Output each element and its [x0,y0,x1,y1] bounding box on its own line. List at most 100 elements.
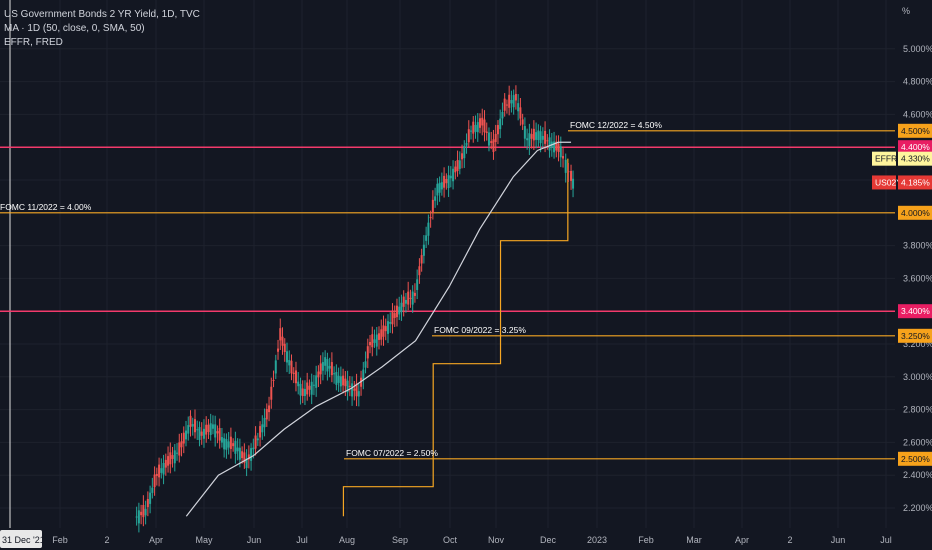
candle-body [270,386,273,400]
candle-body [382,325,385,337]
candle-body [559,146,562,158]
x-tick-label: Feb [638,535,654,545]
x-tick-label: Oct [443,535,458,545]
price-label: 4.400% [901,142,930,152]
price-label-box [898,205,932,220]
candle-body [407,291,410,305]
candle-body [362,369,365,381]
candle-body [357,391,360,397]
candle-body [178,442,181,456]
y-tick-label: 5.000% [903,44,932,54]
candle-body [268,405,271,413]
fomc-annotation: FOMC 07/2022 = 2.50% [346,448,438,458]
candle-body [494,133,497,143]
candle-body [373,339,376,343]
candle-body [449,175,452,179]
price-tag-value-box [898,175,932,190]
candle-body [470,130,473,132]
candle-body [285,351,288,363]
x-tick-label: Jun [831,535,846,545]
candle-body [400,302,403,313]
candle-body [465,142,468,146]
candle-body [189,415,192,427]
candle-body [456,160,459,171]
candle-body [335,371,338,385]
candle-body [232,443,235,447]
x-tick-label: Dec [540,535,557,545]
candle-body [303,388,306,396]
candle-body [261,424,264,433]
candle-body [487,132,490,146]
candle-body [445,179,448,184]
price-tag-name: US02Y [875,177,902,187]
price-label: 3.250% [901,331,930,341]
candle-body [490,141,493,144]
candle-body [140,511,143,516]
candle-body [364,361,367,368]
candle-body [229,436,232,449]
candle-body [319,363,322,375]
x-tick-label: Jun [247,535,262,545]
candle-body [532,128,535,141]
candle-body [351,383,354,397]
candle-body [369,342,372,346]
candle-body [162,463,165,475]
x-tick-label: Apr [149,535,163,545]
candle-body [409,297,412,299]
candle-body [564,159,567,173]
candle-body [151,487,154,493]
price-label-box [898,304,932,319]
candle-body [211,424,214,429]
candle-body [185,430,188,440]
y-tick-label: 2.800% [903,405,932,415]
candle-body [254,435,257,449]
candle-body [146,498,149,508]
x-tick-label: Sep [392,535,408,545]
candle-body [544,130,547,144]
candle-body [200,431,203,436]
candle-body [173,450,176,464]
candle-body [225,439,228,450]
candle-body [297,381,300,387]
candle-body [427,222,430,236]
candle-body [404,299,407,304]
candle-body [216,431,219,434]
effr-step-line [342,158,569,517]
x-tick-label: Aug [339,535,355,545]
candle-body [344,378,347,387]
candle-body [567,171,570,173]
candle-body [555,141,558,151]
candle-body [366,346,369,359]
candle-body [420,255,423,264]
candle-body [463,145,466,159]
candle-body [301,388,304,397]
candle-body [234,440,237,454]
candle-body [393,313,396,318]
candle-body [279,328,282,341]
candle-body [259,426,262,438]
candle-body [425,235,428,241]
candle-body [380,329,383,340]
candle-body [386,321,389,334]
candle-body [281,336,284,346]
candle-body [384,326,387,332]
candle-body [512,95,515,108]
candle-body [193,419,196,433]
candle-body [326,359,329,372]
candle-body [521,119,524,125]
candle-body [328,365,331,369]
y-tick-label: 2.200% [903,503,932,513]
candle-body [333,373,336,375]
candle-body [505,104,508,106]
x-tick-label: 31 Dec '21 [2,535,45,545]
candle-body [572,178,575,189]
price-label: 2.500% [901,454,930,464]
candle-body [481,117,484,126]
candle-body [436,183,439,196]
candle-body [252,447,255,450]
candle-body [180,441,183,448]
candle-body [209,423,212,435]
candle-body [546,140,549,142]
candle-body [375,334,378,347]
